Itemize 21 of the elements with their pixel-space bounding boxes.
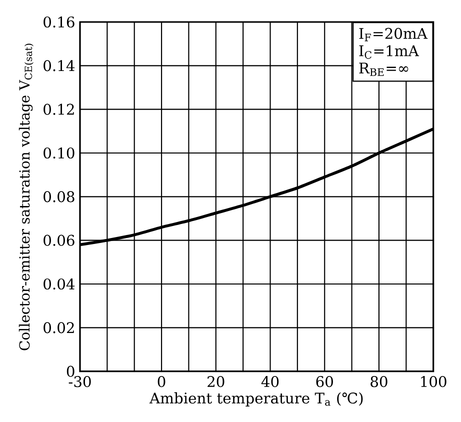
x-tick-label: 0 <box>158 376 166 388</box>
y-tick-label: 0.08 <box>44 191 74 202</box>
y-tick-label: 0.12 <box>44 104 74 115</box>
y-tick-label: 0.14 <box>44 60 75 72</box>
y-tick-label: 0 <box>66 366 74 377</box>
x-axis-title: Ambient temperature T$_{a}$ (℃) <box>149 392 363 406</box>
x-tick-label: 40 <box>261 376 279 388</box>
y-axis-title: Collector-emitter saturation voltage V$_{CE(sat)}$ <box>18 44 34 350</box>
x-tick-label: 20 <box>208 376 224 388</box>
x-tick-label: 100 <box>421 376 446 388</box>
x-tick-label: 80 <box>370 376 388 388</box>
y-tick-label: 0.02 <box>44 322 74 334</box>
annotation: R$_{BE}$=∞ <box>359 62 408 76</box>
annotation: I$_{F}$=20mA <box>359 28 428 42</box>
x-tick-label: 60 <box>316 376 333 388</box>
y-tick-label: 0.10 <box>44 147 74 159</box>
x-tick-label: -30 <box>68 376 91 388</box>
y-tick-label: 0.04 <box>44 278 75 290</box>
annotation: I$_{C}$=1mA <box>359 45 419 59</box>
y-tick-label: 0.06 <box>44 234 74 246</box>
y-tick-label: 0.16 <box>44 16 74 28</box>
